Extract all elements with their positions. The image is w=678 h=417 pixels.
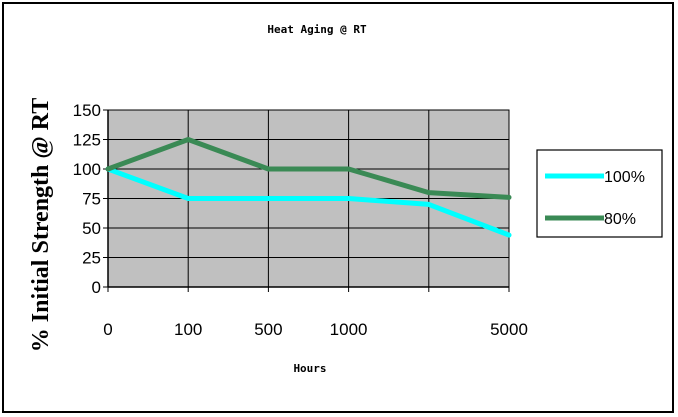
x-tick-label: 5000 [490, 320, 528, 339]
x-tick-label: 1000 [330, 320, 368, 339]
x-tick-label: 100 [174, 320, 202, 339]
legend: 100% 80% [536, 149, 663, 238]
series-line-1 [105, 137, 512, 200]
y-axis-label: % Initial Strength @ RT [28, 98, 54, 352]
chart-title: Heat Aging @ RT [267, 23, 367, 36]
series-lines [105, 137, 512, 238]
y-tick-label: 75 [82, 190, 101, 209]
legend-label-1: 80% [604, 211, 636, 228]
y-tick-label: 125 [73, 131, 101, 150]
y-tick-label: 25 [82, 249, 101, 268]
x-tick-label: 0 [103, 320, 112, 339]
legend-label-0: 100% [604, 169, 645, 186]
x-tick-label: 500 [254, 320, 282, 339]
y-tick-labels: 0 25 50 75 100 125 150 [73, 101, 101, 297]
legend-box [536, 149, 663, 238]
y-tick-label: 100 [73, 160, 101, 179]
x-tick-labels: 0 100 500 1000 5000 [103, 320, 528, 339]
series-line-0 [105, 166, 512, 238]
y-tick-label: 0 [92, 278, 101, 297]
y-tick-label: 50 [82, 219, 101, 238]
x-axis-label: Hours [293, 362, 326, 375]
y-tick-label: 150 [73, 101, 101, 120]
